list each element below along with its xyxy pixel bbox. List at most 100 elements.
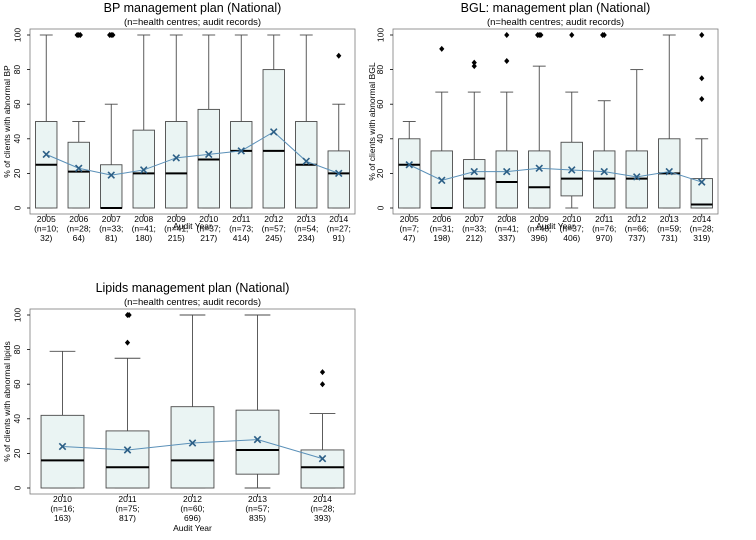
- mean-marker-stroke: [502, 167, 511, 176]
- iqr-box: [170, 406, 215, 489]
- iqr-box: [690, 178, 713, 209]
- mean-marker: [204, 150, 213, 159]
- x-tick-n: (n=33;: [462, 224, 486, 234]
- x-tick-year: 2009: [167, 214, 186, 224]
- box-2011: [593, 32, 616, 209]
- x-tick-year: 2010: [53, 494, 72, 504]
- x-tick-year: 2013: [660, 214, 679, 224]
- x-tick-year: 2012: [264, 214, 283, 224]
- x-tick-n: (n=41;: [164, 224, 188, 234]
- mean-marker: [600, 167, 609, 176]
- iqr-box: [105, 430, 150, 489]
- x-tick-records: 696): [184, 513, 201, 523]
- outlier-point: [110, 32, 116, 38]
- x-tick-records: 32): [40, 233, 52, 243]
- mean-marker: [665, 167, 674, 176]
- x-tick-n: (n=54;: [294, 224, 318, 234]
- x-tick-n: (n=75;: [115, 504, 139, 514]
- y-tick-label: 60: [12, 379, 22, 389]
- y-tick-label: 20: [12, 448, 22, 458]
- mean-marker-stroke: [58, 442, 67, 451]
- iqr-box: [100, 164, 123, 209]
- x-tick-year: 2008: [497, 214, 516, 224]
- mean-trend-line: [409, 164, 702, 183]
- x-tick-n: (n=66;: [625, 224, 649, 234]
- chart-panel-2: BGL: management plan (National) (n=health…: [367, 1, 719, 243]
- outlier-point: [336, 52, 342, 59]
- x-tick-records: 817): [119, 513, 136, 523]
- x-tick-records: 737): [628, 233, 645, 243]
- x-tick-records: 217): [200, 233, 217, 243]
- mean-marker: [302, 157, 311, 166]
- mean-marker-stroke: [600, 167, 609, 176]
- mean-marker: [139, 166, 148, 174]
- x-tick-n: (n=76;: [592, 224, 616, 234]
- box-2010: [197, 34, 220, 209]
- chart-title: Lipids management plan (National): [96, 281, 290, 295]
- mean-marker-stroke: [665, 167, 674, 176]
- x-tick-n: (n=60;: [180, 504, 204, 514]
- box-2007: [100, 32, 123, 209]
- mean-marker: [269, 128, 278, 136]
- x-tick-year: 2007: [102, 214, 121, 224]
- mean-marker-stroke: [567, 166, 576, 174]
- x-tick-records: 64): [73, 233, 85, 243]
- x-tick-records: 81): [105, 233, 117, 243]
- mean-marker: [502, 167, 511, 176]
- mean-marker-stroke: [334, 169, 343, 178]
- outlier-point: [471, 63, 477, 70]
- box-2014: [690, 32, 713, 209]
- box-2007: [463, 59, 486, 209]
- mean-marker-stroke: [437, 176, 446, 185]
- x-tick-records: 396): [531, 233, 548, 243]
- y-tick-label: 80: [375, 65, 385, 75]
- x-tick-records: 180): [135, 233, 152, 243]
- x-tick-n: (n=41;: [495, 224, 519, 234]
- x-tick-year: 2013: [248, 494, 267, 504]
- box-2005: [35, 34, 58, 209]
- x-tick-records: 163): [54, 513, 71, 523]
- x-tick-year: 2014: [329, 214, 348, 224]
- y-tick-label: 40: [12, 414, 22, 424]
- box-2008: [495, 32, 518, 209]
- mean-marker: [405, 160, 414, 169]
- mean-marker-stroke: [302, 157, 311, 166]
- outlier-point: [569, 32, 575, 38]
- mean-trend-line: [46, 131, 339, 176]
- x-tick-records: 47): [403, 233, 415, 243]
- chart-panel-3: Lipids management plan (National) (n=heal…: [2, 281, 356, 533]
- box-2014: [300, 369, 345, 489]
- x-tick-n: (n=28;: [310, 504, 334, 514]
- box-2013: [235, 314, 280, 489]
- y-tick-label: 100: [375, 28, 385, 42]
- outlier-point: [319, 369, 326, 376]
- box-2009: [165, 34, 188, 209]
- box-2006: [67, 32, 90, 209]
- mean-marker: [123, 446, 132, 454]
- mean-marker-stroke: [535, 164, 544, 172]
- x-tick-year: 2012: [627, 214, 646, 224]
- y-tick-label: 80: [12, 345, 22, 355]
- x-tick-year: 2013: [297, 214, 316, 224]
- iqr-box: [327, 150, 350, 209]
- outlier-point: [319, 381, 326, 388]
- x-tick-records: 319): [693, 233, 710, 243]
- mean-marker: [107, 171, 116, 179]
- chart-title: BGL: management plan (National): [461, 1, 651, 15]
- x-tick-n: (n=57;: [245, 504, 269, 514]
- chart-panel-1: BP management plan (National) (n=health c…: [2, 1, 356, 243]
- y-axis-label: % of clients with abnormal lipids: [2, 341, 12, 461]
- y-tick-label: 40: [12, 134, 22, 144]
- x-tick-n: (n=57;: [262, 224, 286, 234]
- x-tick-records: 198): [433, 233, 450, 243]
- iqr-box: [300, 449, 345, 489]
- box-2012: [262, 34, 285, 209]
- x-axis-label: Audit Year: [173, 523, 212, 533]
- x-tick-year: 2014: [692, 214, 711, 224]
- iqr-box: [262, 69, 285, 209]
- x-tick-year: 2007: [465, 214, 484, 224]
- y-tick-label: 0: [12, 485, 22, 490]
- x-tick-n: (n=73;: [229, 224, 253, 234]
- mean-marker: [535, 164, 544, 172]
